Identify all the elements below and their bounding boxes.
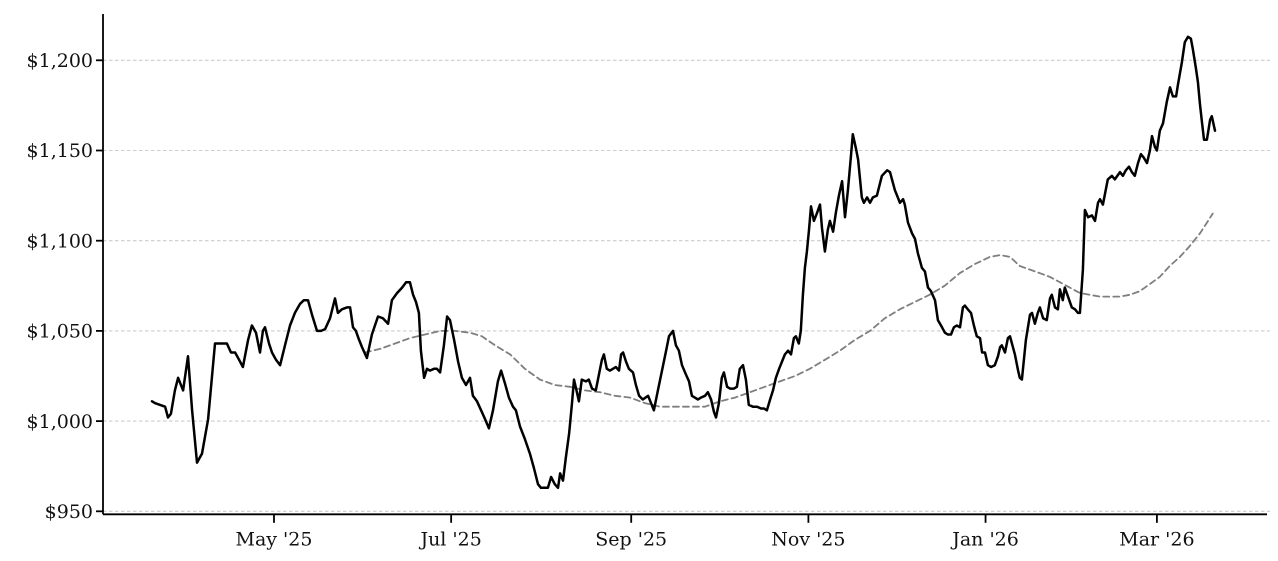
y-tick-label: $1,150 bbox=[27, 140, 93, 162]
y-tick-label: $1,000 bbox=[27, 411, 93, 433]
price-line bbox=[150, 35, 1217, 490]
x-tick-label: Jan '26 bbox=[950, 528, 1019, 550]
y-tick-label: $950 bbox=[45, 501, 93, 523]
y-tick-label: $1,100 bbox=[27, 230, 93, 252]
moving-average-line bbox=[363, 212, 1214, 408]
x-tick-label: May '25 bbox=[235, 528, 312, 550]
x-tick-label: Jul '25 bbox=[418, 528, 481, 550]
x-tick-label: Nov '25 bbox=[771, 528, 845, 550]
x-tick-label: Sep '25 bbox=[595, 528, 667, 550]
y-tick-label: $1,050 bbox=[27, 321, 93, 343]
y-tick-label: $1,200 bbox=[27, 50, 93, 72]
x-tick-label: Mar '26 bbox=[1119, 528, 1194, 550]
